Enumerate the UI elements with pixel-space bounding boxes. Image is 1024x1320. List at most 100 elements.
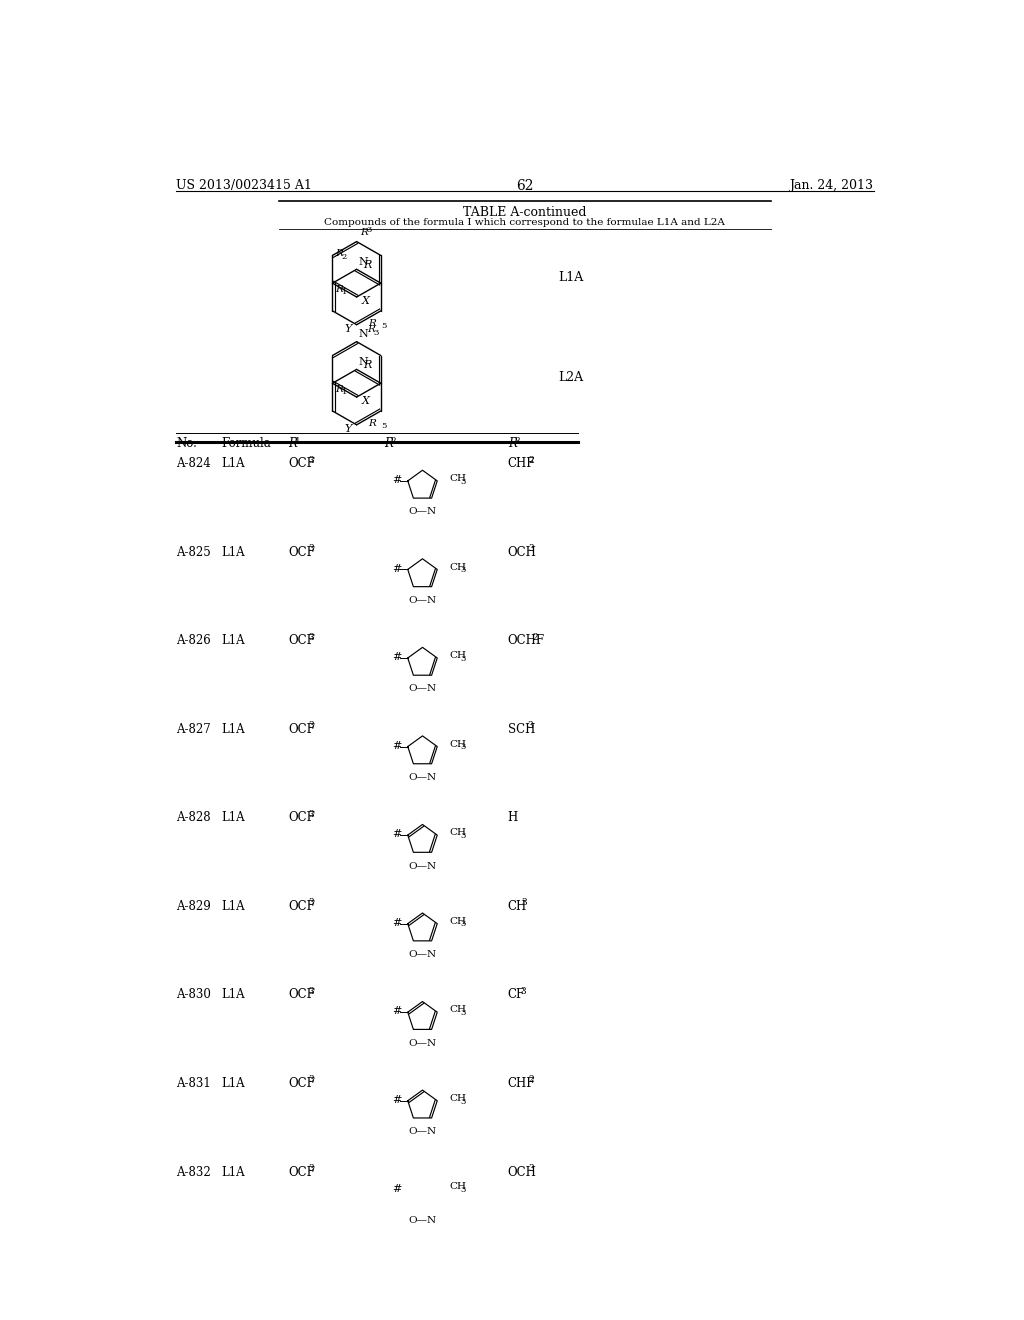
Text: 3: 3 bbox=[461, 655, 466, 663]
Text: O—N: O—N bbox=[409, 774, 436, 781]
Text: CH: CH bbox=[508, 900, 527, 913]
Text: L1A: L1A bbox=[558, 271, 584, 284]
Text: X: X bbox=[361, 396, 370, 407]
Text: #: # bbox=[392, 829, 401, 840]
Text: 3: 3 bbox=[461, 743, 466, 751]
Text: L1A: L1A bbox=[221, 1166, 245, 1179]
Text: N: N bbox=[358, 257, 368, 267]
Text: 3: 3 bbox=[308, 1164, 314, 1173]
Text: #: # bbox=[392, 1184, 401, 1193]
Text: 3: 3 bbox=[308, 632, 314, 642]
Text: L1A: L1A bbox=[221, 989, 245, 1002]
Text: 3: 3 bbox=[308, 1076, 314, 1085]
Text: 3: 3 bbox=[308, 899, 314, 907]
Text: 2: 2 bbox=[390, 437, 395, 446]
Text: 2: 2 bbox=[528, 455, 535, 465]
Text: O—N: O—N bbox=[409, 950, 436, 960]
Text: CH: CH bbox=[450, 474, 467, 483]
Text: R: R bbox=[362, 360, 372, 370]
Text: 3: 3 bbox=[308, 544, 314, 553]
Text: A-832: A-832 bbox=[176, 1166, 211, 1179]
Text: A-831: A-831 bbox=[176, 1077, 211, 1090]
Text: OCF: OCF bbox=[289, 545, 315, 558]
Text: 3: 3 bbox=[461, 1008, 466, 1016]
Text: 3: 3 bbox=[366, 226, 372, 234]
Text: O—N: O—N bbox=[409, 685, 436, 693]
Text: O—N: O—N bbox=[409, 595, 436, 605]
Text: OCHF: OCHF bbox=[508, 635, 545, 647]
Text: A-827: A-827 bbox=[176, 723, 211, 735]
Text: 1: 1 bbox=[342, 388, 347, 396]
Text: R: R bbox=[362, 260, 372, 271]
Text: CH: CH bbox=[450, 562, 467, 572]
Text: L1A: L1A bbox=[221, 635, 245, 647]
Text: OCF: OCF bbox=[289, 812, 315, 825]
Text: 3: 3 bbox=[461, 478, 466, 486]
Text: X: X bbox=[361, 296, 370, 306]
Text: CH: CH bbox=[450, 828, 467, 837]
Text: Y: Y bbox=[344, 323, 351, 334]
Text: Jan. 24, 2013: Jan. 24, 2013 bbox=[790, 180, 873, 193]
Text: R: R bbox=[508, 437, 517, 450]
Text: OCF: OCF bbox=[289, 723, 315, 735]
Text: 3: 3 bbox=[528, 544, 535, 553]
Text: N: N bbox=[359, 330, 369, 339]
Text: R: R bbox=[384, 437, 392, 450]
Text: OCF: OCF bbox=[289, 900, 315, 913]
Text: #: # bbox=[392, 1096, 401, 1105]
Text: 1: 1 bbox=[295, 437, 300, 446]
Text: 3: 3 bbox=[308, 987, 314, 995]
Text: L1A: L1A bbox=[221, 812, 245, 825]
Text: A-830: A-830 bbox=[176, 989, 211, 1002]
Text: L1A: L1A bbox=[221, 1077, 245, 1090]
Text: 3: 3 bbox=[461, 920, 466, 928]
Text: No.: No. bbox=[176, 437, 197, 450]
Text: A-825: A-825 bbox=[176, 545, 211, 558]
Text: R: R bbox=[368, 325, 376, 334]
Text: R: R bbox=[289, 437, 297, 450]
Text: Compounds of the formula I which correspond to the formulae L1A and L2A: Compounds of the formula I which corresp… bbox=[325, 218, 725, 227]
Text: L2A: L2A bbox=[558, 371, 584, 384]
Text: L1A: L1A bbox=[221, 900, 245, 913]
Text: A-828: A-828 bbox=[176, 812, 211, 825]
Text: 3: 3 bbox=[374, 329, 379, 337]
Text: Y: Y bbox=[344, 424, 351, 434]
Text: 1: 1 bbox=[342, 288, 347, 296]
Text: 3: 3 bbox=[527, 721, 532, 730]
Text: 3: 3 bbox=[461, 832, 466, 840]
Text: OCH: OCH bbox=[508, 545, 537, 558]
Text: O—N: O—N bbox=[409, 1039, 436, 1048]
Text: R: R bbox=[369, 318, 376, 327]
Text: TABLE A-continued: TABLE A-continued bbox=[463, 206, 587, 219]
Text: 3: 3 bbox=[308, 721, 314, 730]
Text: #: # bbox=[392, 917, 401, 928]
Text: CH: CH bbox=[450, 1006, 467, 1014]
Text: SCH: SCH bbox=[508, 723, 536, 735]
Text: 3: 3 bbox=[528, 1164, 535, 1173]
Text: O—N: O—N bbox=[409, 507, 436, 516]
Text: A-826: A-826 bbox=[176, 635, 211, 647]
Text: 3: 3 bbox=[461, 566, 466, 574]
Text: 3: 3 bbox=[308, 455, 314, 465]
Text: OCF: OCF bbox=[289, 1077, 315, 1090]
Text: 2: 2 bbox=[528, 1076, 535, 1085]
Text: #: # bbox=[392, 475, 401, 486]
Text: 3: 3 bbox=[521, 899, 527, 907]
Text: L1A: L1A bbox=[221, 545, 245, 558]
Text: 3: 3 bbox=[514, 437, 519, 446]
Text: R: R bbox=[359, 228, 368, 238]
Text: H: H bbox=[508, 812, 518, 825]
Text: OCF: OCF bbox=[289, 635, 315, 647]
Text: 3: 3 bbox=[461, 1097, 466, 1106]
Text: CH: CH bbox=[450, 917, 467, 925]
Text: R: R bbox=[336, 249, 343, 259]
Text: A-824: A-824 bbox=[176, 457, 211, 470]
Text: O—N: O—N bbox=[409, 1216, 436, 1225]
Text: CH: CH bbox=[450, 1094, 467, 1104]
Text: L1A: L1A bbox=[221, 723, 245, 735]
Text: A-829: A-829 bbox=[176, 900, 211, 913]
Text: #: # bbox=[392, 652, 401, 663]
Text: 5: 5 bbox=[381, 322, 386, 330]
Text: OCF: OCF bbox=[289, 1166, 315, 1179]
Text: 2: 2 bbox=[342, 253, 347, 261]
